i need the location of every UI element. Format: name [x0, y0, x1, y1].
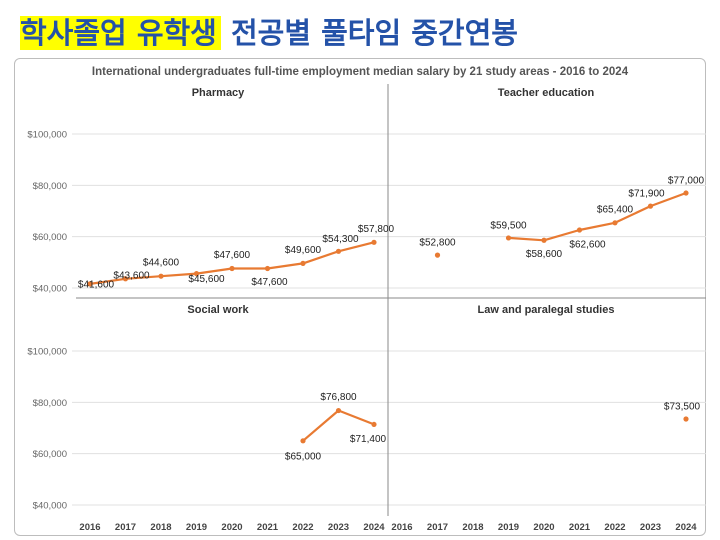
x-tick-label: 2022 [292, 522, 313, 533]
x-tick-label: 2018 [462, 522, 483, 533]
x-tick-label: 2023 [640, 522, 661, 533]
data-point [264, 265, 271, 272]
slide-title-rest: 전공별 풀타임 중간연봉 [220, 16, 518, 50]
x-tick-label: 2021 [569, 522, 591, 533]
data-label: $73,500 [664, 402, 701, 413]
chart-title: International undergraduates full-time e… [92, 66, 629, 78]
panel-title: Pharmacy [192, 87, 245, 99]
data-point [335, 248, 342, 254]
panel-title: Teacher education [498, 87, 595, 99]
x-tick-label: 2023 [328, 522, 349, 533]
data-point [371, 421, 377, 428]
data-label: $58,600 [526, 249, 563, 260]
data-point [541, 237, 547, 243]
data-point [158, 273, 164, 279]
y-tick-label: $60,000 [33, 449, 67, 460]
data-label: $77,000 [668, 176, 705, 187]
data-label: $49,600 [285, 245, 322, 256]
data-point [647, 203, 654, 209]
data-point [122, 276, 129, 282]
data-point [683, 416, 689, 422]
data-point [576, 227, 583, 233]
x-tick-label: 2016 [391, 522, 412, 533]
x-tick-label: 2020 [533, 522, 554, 533]
y-tick-label: $40,000 [33, 284, 67, 295]
x-tick-label: 2020 [221, 522, 242, 533]
chart-frame [14, 58, 706, 536]
x-tick-label: 2019 [186, 522, 207, 533]
data-label: $41,600 [78, 279, 115, 290]
y-tick-label: $80,000 [33, 181, 67, 192]
data-label: $71,400 [350, 434, 387, 445]
y-tick-label: $60,000 [33, 232, 67, 243]
data-label: $62,600 [569, 239, 606, 250]
data-point [87, 281, 93, 287]
x-tick-label: 2022 [604, 522, 625, 533]
y-tick-label: $80,000 [33, 398, 67, 409]
data-label: $47,600 [214, 250, 251, 261]
data-label: $65,000 [285, 451, 322, 462]
data-point [229, 265, 235, 272]
y-tick-label: $40,000 [33, 501, 67, 512]
data-label: $54,300 [322, 234, 359, 245]
data-label: $45,600 [188, 274, 225, 285]
data-label: $65,400 [597, 204, 634, 215]
data-label: $59,500 [490, 220, 527, 231]
data-point [505, 235, 512, 241]
data-point [683, 190, 689, 196]
series-line [508, 191, 687, 242]
data-label: $57,800 [358, 224, 395, 235]
panel-title: Social work [187, 304, 249, 316]
x-tick-label: 2016 [79, 522, 100, 533]
data-point [612, 220, 618, 226]
data-point [300, 438, 306, 444]
data-point [300, 260, 306, 266]
x-tick-label: 2019 [498, 522, 519, 533]
data-label: $52,800 [419, 238, 456, 249]
data-label: $43,600 [113, 270, 150, 281]
data-point [193, 271, 200, 277]
x-tick-label: 2024 [675, 522, 697, 533]
data-label: $44,600 [143, 258, 180, 269]
slide-title: 학사졸업 유학생 전공별 풀타임 중간연봉 [20, 14, 518, 52]
y-tick-label: $100,000 [27, 130, 67, 141]
data-label: $76,800 [320, 392, 357, 403]
x-tick-label: 2017 [427, 522, 448, 533]
data-label: $47,600 [251, 277, 288, 288]
x-tick-label: 2017 [115, 522, 136, 533]
x-tick-label: 2018 [150, 522, 171, 533]
slide-title-highlight: 학사졸업 유학생 [20, 16, 221, 50]
x-tick-label: 2021 [257, 522, 279, 533]
y-tick-label: $100,000 [27, 347, 67, 358]
data-label: $71,900 [628, 189, 665, 200]
panel-title: Law and paralegal studies [478, 304, 615, 316]
data-point [371, 239, 377, 245]
data-point [335, 407, 342, 414]
data-point [434, 252, 441, 258]
x-tick-label: 2024 [363, 522, 385, 533]
